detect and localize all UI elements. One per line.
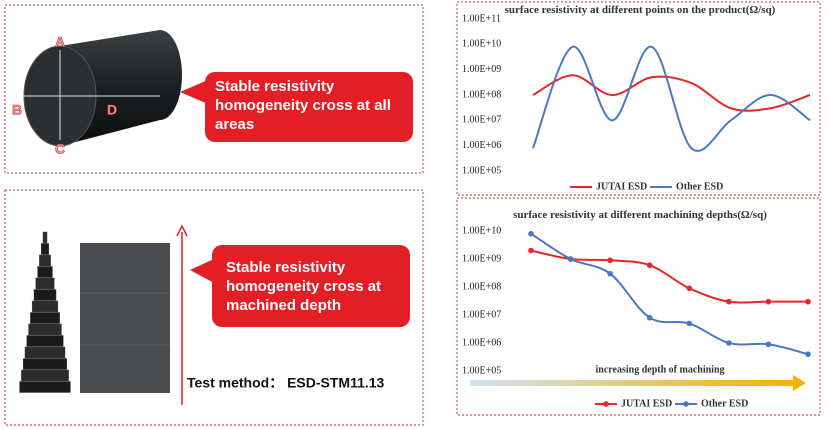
series-line <box>532 74 811 112</box>
point <box>765 298 772 305</box>
y-tick-label: 1.00E+11 <box>462 13 501 24</box>
title-box: surface resistivity at different points … <box>504 4 776 16</box>
y-tick-label: 1.00E+05 <box>462 165 501 176</box>
arrow-head <box>176 224 188 237</box>
chart-title: surface resistivity at different points … <box>504 4 776 16</box>
point <box>567 256 574 262</box>
y-tick-label: 1.00E+09 <box>462 253 501 264</box>
point <box>686 320 693 327</box>
series-line <box>532 45 811 152</box>
y-tick-label: 1.00E+09 <box>462 64 501 75</box>
y-tick-label: 1.00E+08 <box>462 89 501 100</box>
cone-ring <box>19 381 71 393</box>
cone-ring <box>28 323 62 336</box>
cone-ring <box>37 266 53 278</box>
callout-text: Stable resistivity homogeneity cross at … <box>215 78 391 133</box>
series-line <box>530 249 808 304</box>
cone-ring <box>39 254 51 267</box>
point <box>646 262 653 269</box>
legend-label: Other ESD <box>676 181 723 192</box>
annotation: increasing depth of machining <box>596 364 725 375</box>
point <box>805 298 811 305</box>
y-tick-label: 1.00E+07 <box>462 115 501 126</box>
legend-label: Other ESD <box>701 398 748 409</box>
cone <box>19 231 71 393</box>
cone-ring <box>26 335 64 347</box>
cone-ring <box>31 300 59 313</box>
callout <box>212 245 410 327</box>
y-tick-label: 1.00E+10 <box>462 225 501 236</box>
depth-gradient <box>470 380 795 386</box>
series-line <box>530 232 809 356</box>
title-box: surface resistivity at different machini… <box>513 209 767 221</box>
cone-ring <box>24 346 66 359</box>
panel <box>4 189 424 426</box>
callout-pointer <box>180 80 208 104</box>
callout <box>205 72 413 142</box>
sample-panel <box>80 243 170 393</box>
cone-ring <box>35 277 55 290</box>
legend-marker <box>603 401 609 407</box>
point <box>607 270 613 277</box>
y-tick-label: 1.00E+06 <box>462 337 501 348</box>
callout-text: Stable resistivity homogeneity cross at … <box>226 259 382 314</box>
gradient-arrow-head <box>793 375 806 391</box>
chart-title: surface resistivity at different machini… <box>513 209 767 221</box>
legend-marker <box>683 401 689 407</box>
legend-label: JUTAI ESD <box>596 181 647 192</box>
point <box>805 351 811 357</box>
label: A <box>55 34 65 50</box>
y-tick-label: 1.00E+08 <box>462 281 501 292</box>
y-tick-label: 1.00E+10 <box>462 39 501 50</box>
cone-ring <box>22 358 68 370</box>
point <box>686 285 693 292</box>
point <box>765 341 772 348</box>
point <box>528 247 534 254</box>
legend-label: JUTAI ESD <box>621 398 672 409</box>
cone-ring <box>42 231 48 244</box>
y-tick-label: 1.00E+07 <box>462 309 501 320</box>
point <box>607 257 613 264</box>
label: D <box>107 102 117 118</box>
test-method: Test method： ESD-STM11.13 <box>187 375 385 391</box>
y-tick-label: 1.00E+05 <box>462 365 501 376</box>
panel <box>456 197 821 416</box>
cone-ring <box>40 243 50 255</box>
cone-ring <box>33 289 57 301</box>
callout-pointer <box>190 258 216 284</box>
panel <box>456 1 821 196</box>
label: C <box>55 141 65 157</box>
point <box>726 298 732 305</box>
panel <box>4 4 424 174</box>
point <box>726 340 732 346</box>
y-tick-label: 1.00E+06 <box>462 140 501 151</box>
point <box>528 230 534 237</box>
cone-ring <box>21 369 69 382</box>
point <box>646 314 653 321</box>
label: B <box>12 102 22 118</box>
cone-ring <box>30 312 60 324</box>
